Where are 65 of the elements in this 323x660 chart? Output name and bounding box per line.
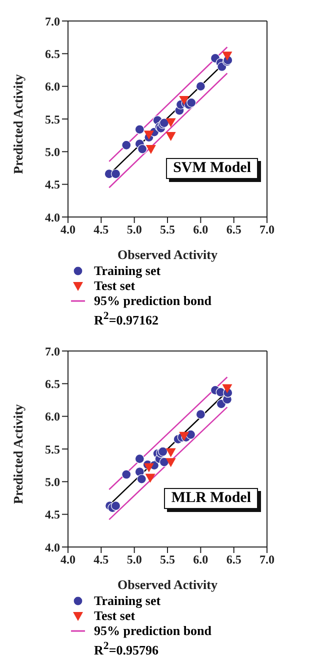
point [186, 98, 196, 108]
y-tick-label: 6.5 [45, 377, 60, 392]
point [159, 458, 169, 468]
legend-label: Test set [94, 608, 136, 624]
y-tick-label: 6.0 [45, 410, 60, 424]
point [110, 501, 121, 511]
y-tick-label: 5.5 [45, 442, 60, 457]
y-tick-label: 4.0 [45, 210, 60, 224]
point [134, 454, 144, 464]
y-tick-label: 5.0 [45, 144, 60, 159]
point [166, 448, 176, 458]
label-box: MLR Model [164, 488, 258, 510]
x-tick-label: 7.0 [260, 222, 274, 237]
y-tick-label: 4.5 [45, 178, 60, 192]
x-tick-label: 4.5 [94, 222, 109, 237]
x-tick-label: 4.0 [60, 222, 76, 237]
point [122, 140, 132, 150]
point [144, 130, 154, 140]
x-tick-label: 5.5 [160, 552, 175, 567]
x-tick-label: 6.5 [226, 222, 242, 237]
x-tick-label: 6.5 [226, 552, 242, 567]
point [196, 82, 206, 92]
y-axis-title: Predicted Activity [10, 74, 26, 174]
y-tick-label: 6.0 [45, 80, 60, 94]
legend-label: Training set [94, 263, 161, 278]
point [145, 474, 156, 484]
point [146, 145, 156, 154]
x-tick-label: 5.0 [126, 552, 142, 567]
x-tick-label: 6.0 [193, 222, 208, 237]
x-tick-label: 7.0 [260, 552, 274, 567]
x-tick-label: 5.5 [160, 222, 175, 237]
legend-label: 95% prediction bond [94, 293, 212, 308]
point [144, 464, 154, 473]
text: R$^{2}$=0.95796 [93, 640, 160, 659]
point [222, 384, 232, 394]
legend-label: 95% prediction bond [94, 623, 212, 638]
point [134, 124, 144, 134]
y-tick-label: 7.0 [45, 344, 60, 359]
y-tick-label: 4.0 [45, 540, 60, 555]
y-tick-label: 4.5 [45, 508, 60, 522]
y-tick-label: 5.5 [45, 112, 60, 126]
point [136, 474, 146, 484]
legend-label: Training set [94, 593, 161, 608]
y-axis-title: Predicted Activity [10, 404, 26, 504]
x-tick-label: 6.0 [193, 552, 208, 567]
label-box: SVM Model [166, 158, 258, 179]
point [166, 132, 176, 141]
x-tick-label: 5.0 [126, 222, 142, 237]
y-tick-label: 7.0 [45, 14, 60, 28]
x-tick-label: 4.0 [60, 552, 76, 567]
point [196, 410, 206, 420]
point [179, 96, 190, 106]
point [166, 118, 176, 128]
text: R$^{2}$=0.97162 [93, 310, 160, 328]
legend-label: Test set [94, 278, 136, 293]
y-tick-label: 5.0 [45, 475, 60, 490]
x-axis-title: Observed Activity [117, 577, 218, 592]
point [222, 52, 232, 61]
point [122, 470, 132, 480]
point [137, 144, 148, 154]
y-tick-label: 6.5 [45, 46, 60, 61]
point [110, 169, 121, 179]
point [166, 458, 176, 468]
x-tick-label: 4.5 [94, 552, 109, 567]
x-axis-title: Observed Activity [117, 247, 218, 262]
